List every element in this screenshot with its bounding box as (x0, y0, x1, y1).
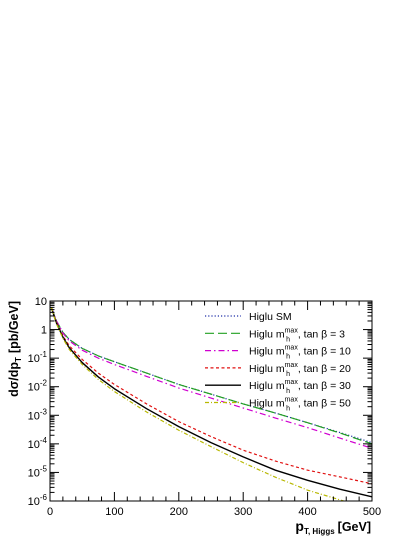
legend-label-prefix: Higlu m (249, 346, 285, 358)
series-line-6 (50, 307, 346, 501)
y-axis-title-unit: [pb/GeV] (7, 301, 21, 353)
y-axis-title: dσ/dpT [pb/GeV] (7, 301, 23, 397)
y-tick-label-base: 1 (41, 325, 47, 337)
tick-layer (49, 300, 373, 502)
y-axis-title-subscript: T (14, 357, 23, 362)
y-tick-label: 10-4 (28, 436, 48, 451)
y-tick-label-base: 10 (28, 496, 40, 508)
y-tick-label-exponent: -4 (40, 436, 48, 445)
legend-label-suffix: , tan β = 10 (298, 346, 351, 358)
y-tick-label: 10-3 (28, 407, 48, 422)
series-line-2 (50, 307, 372, 445)
legend-label-3: Higlu mmax h , tan β = 10 (249, 345, 351, 361)
x-tick-label: 500 (363, 506, 381, 518)
legend-label-prefix: Higlu m (249, 363, 285, 375)
legend-label-4: Higlu mmax h , tan β = 20 (249, 362, 351, 378)
x-tick-label: 400 (298, 506, 316, 518)
y-tick-label-exponent: -5 (40, 464, 48, 473)
legend-label-suffix: , tan β = 50 (298, 398, 351, 410)
legend-label-subscript: h (286, 388, 290, 395)
legend-label-superscript: max (285, 327, 299, 334)
y-tick-label-exponent: -3 (40, 407, 48, 416)
y-tick-label-base: 10 (35, 296, 47, 308)
y-tick-label: 10 (35, 296, 47, 308)
legend-label-5: Higlu mmax h , tan β = 30 (249, 379, 351, 395)
y-tick-label-base: 10 (28, 439, 40, 451)
legend-label-subscript: h (286, 371, 290, 378)
y-tick-label-exponent: -1 (40, 350, 48, 359)
x-tick-label: 100 (105, 506, 123, 518)
y-tick-label-exponent: -2 (40, 379, 48, 388)
legend-label-superscript: max (285, 397, 299, 404)
legend-label-suffix: , tan β = 20 (298, 363, 351, 375)
x-axis-title-unit: [GeV] (338, 520, 371, 534)
x-axis-title-main: p (295, 518, 304, 534)
y-tick-label-base: 10 (28, 467, 40, 479)
x-tick-label: 0 (47, 506, 53, 518)
legend-label-subscript: h (286, 336, 290, 343)
x-tick-label: 300 (234, 506, 252, 518)
y-tick-label: 10-1 (28, 350, 48, 365)
y-tick-label-exponent: -6 (40, 493, 48, 502)
y-tick-label-base: 10 (28, 382, 40, 394)
legend-label-prefix: Higlu SM (249, 311, 292, 323)
legend-label-prefix: Higlu m (249, 380, 285, 392)
y-tick-label: 10-6 (28, 493, 48, 508)
x-axis-title: pT, Higgs [GeV] (295, 518, 371, 536)
plot-frame (49, 300, 373, 502)
y-tick-label-base: 10 (28, 353, 40, 365)
y-axis-title-main: dσ/dp (7, 362, 21, 397)
legend-label-2: Higlu mmax h , tan β = 3 (249, 327, 345, 343)
y-tick-label: 10-5 (28, 464, 48, 479)
y-tick-label: 10-2 (28, 379, 48, 394)
legend-label-suffix: , tan β = 30 (298, 380, 351, 392)
series-layer (50, 307, 372, 501)
x-tick-label: 200 (170, 506, 188, 518)
tick-label-layer: 0 100 200 300 400 50010-610-510-410-310-210-1… (28, 296, 382, 518)
y-tick-label: 1 (41, 325, 47, 337)
legend-label-superscript: max (285, 362, 299, 369)
legend-label-subscript: h (286, 406, 290, 413)
x-axis-title-subscript: T, Higgs (304, 527, 335, 536)
legend-label-suffix: , tan β = 3 (298, 328, 345, 340)
legend-label-prefix: Higlu m (249, 328, 285, 340)
legend-label-subscript: h (286, 354, 290, 361)
y-tick-label-base: 10 (28, 410, 40, 422)
legend-label-superscript: max (285, 345, 299, 352)
legend-label-1: Higlu SM (249, 311, 292, 323)
legend-label-superscript: max (285, 379, 299, 386)
legend-label-prefix: Higlu m (249, 398, 285, 410)
legend-label-6: Higlu mmax h , tan β = 50 (249, 397, 351, 413)
